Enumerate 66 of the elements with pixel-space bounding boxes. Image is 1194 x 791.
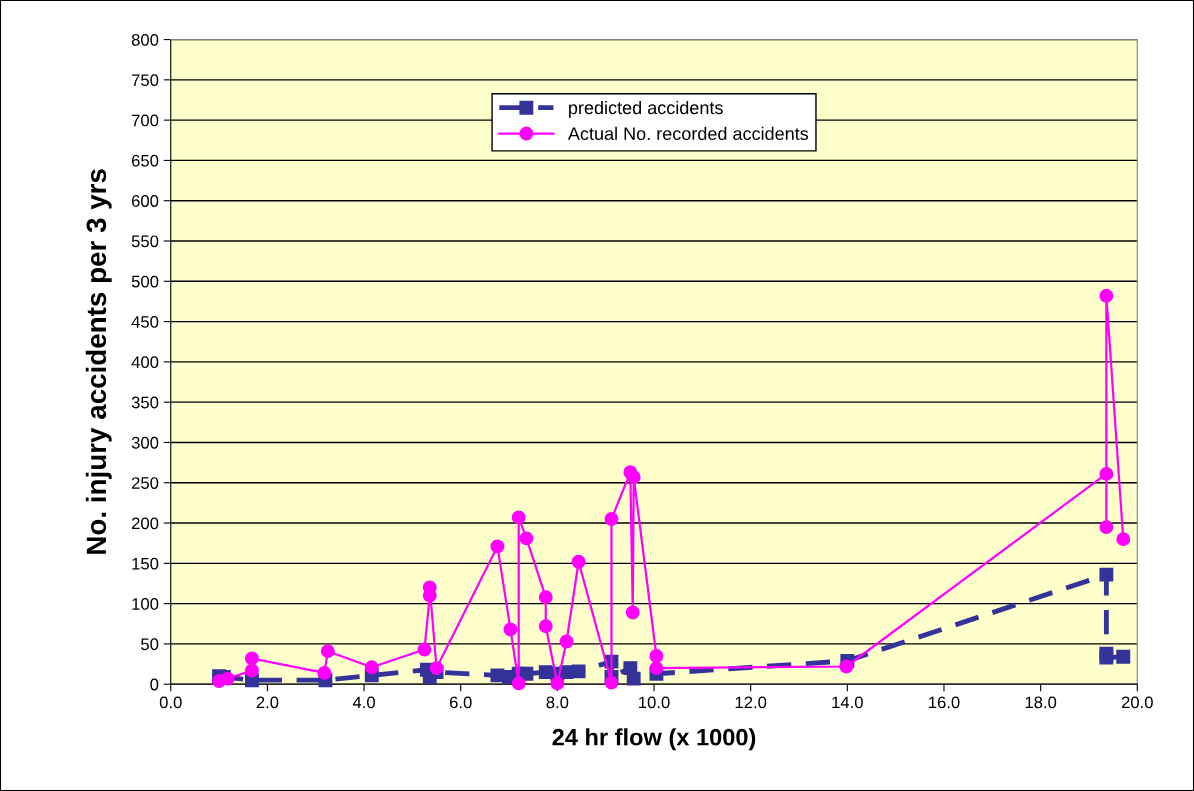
point — [519, 531, 534, 546]
y-tick-label: 100 — [132, 598, 159, 610]
y-tick-label: 400 — [131, 356, 159, 369]
x-tick-label: 2.0 — [256, 696, 279, 709]
point — [559, 634, 574, 649]
point — [550, 676, 565, 691]
point — [1099, 288, 1114, 303]
x-tick-label: 0.0 — [159, 696, 182, 709]
point — [503, 622, 518, 637]
point — [1116, 649, 1131, 664]
y-tick-label: 200 — [131, 517, 159, 530]
point — [538, 619, 553, 634]
y-tick-label: 800 — [131, 33, 159, 46]
y-tick-label: 0 — [150, 678, 159, 691]
x-tick-label: 4.0 — [352, 696, 375, 709]
x-tick-label: 18.0 — [1025, 696, 1057, 709]
point — [317, 665, 332, 680]
point — [649, 661, 664, 676]
point — [244, 663, 259, 678]
y-tick-label: 650 — [131, 154, 159, 167]
point — [538, 590, 553, 605]
point — [1099, 650, 1114, 665]
point — [604, 675, 619, 690]
point — [625, 605, 640, 620]
legend-label: predicted accidents — [569, 100, 723, 118]
x-tick-label: 12.0 — [735, 696, 767, 709]
x-tick-label: 6.0 — [449, 696, 472, 709]
point — [1099, 567, 1114, 582]
x-axis-title: 24 hr flow (x 1000) — [552, 728, 756, 751]
point — [626, 671, 641, 686]
y-tick-label: 150 — [132, 557, 159, 570]
y-tick-label: 500 — [131, 275, 159, 288]
y-tick-label: 50 — [141, 638, 159, 651]
y-tick-label: 750 — [131, 74, 159, 87]
x-tick-label: 10.0 — [639, 696, 670, 709]
y-tick-label: 600 — [131, 195, 159, 207]
point — [1116, 532, 1131, 547]
y-tick-label: 300 — [131, 436, 159, 449]
point — [511, 510, 526, 525]
point — [244, 651, 259, 666]
point — [839, 659, 854, 674]
y-axis-title: No. injury accidents per 3 yrs — [85, 169, 112, 554]
y-tick-label: 350 — [131, 396, 159, 409]
x-tick-label: 20.0 — [1121, 696, 1153, 709]
legend-label: Actual No. recorded accidents — [567, 126, 809, 141]
y-tick-label: 550 — [131, 235, 159, 248]
point — [571, 554, 586, 569]
y-tick-label: 450 — [131, 315, 159, 328]
x-tick-label: 14.0 — [832, 696, 863, 709]
point — [220, 671, 235, 686]
point — [1099, 520, 1114, 535]
point — [1099, 466, 1114, 481]
point — [417, 642, 432, 657]
point — [364, 660, 379, 675]
point — [649, 649, 664, 663]
point — [511, 676, 526, 691]
x-tick-label: 8.0 — [546, 696, 569, 709]
point — [429, 661, 444, 676]
point — [626, 470, 641, 485]
point — [320, 644, 335, 659]
point — [571, 664, 586, 679]
point — [604, 512, 619, 526]
x-tick-label: 16.0 — [929, 696, 960, 709]
point — [490, 539, 505, 554]
y-tick-label: 700 — [131, 114, 159, 127]
y-tick-label: 250 — [131, 477, 159, 489]
